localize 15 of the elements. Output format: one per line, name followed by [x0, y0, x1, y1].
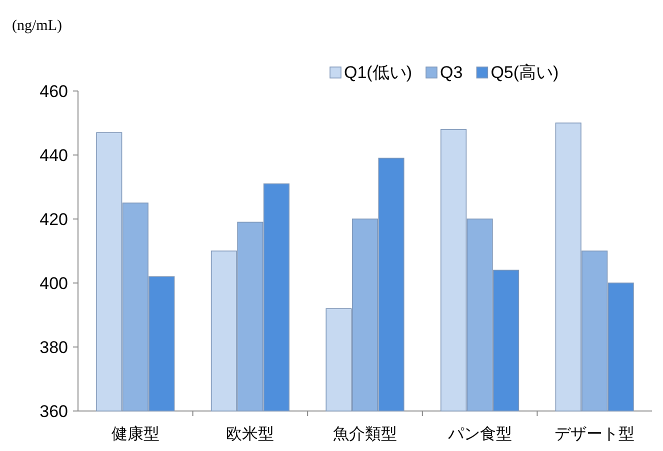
x-tick-label: 魚介類型	[333, 425, 397, 443]
x-tick-label: 欧米型	[226, 425, 274, 443]
y-tick-label: 460	[40, 82, 68, 101]
y-axis-title: (ng/mL)	[12, 18, 62, 34]
y-tick-label: 440	[40, 146, 68, 165]
x-tick-label: 健康型	[111, 425, 160, 443]
y-tick-label: 400	[40, 274, 68, 293]
y-tick-label: 380	[40, 338, 68, 357]
y-tick-label: 360	[40, 402, 68, 421]
legend-label: Q1(低い)	[344, 63, 412, 82]
legend-label: Q3	[440, 63, 463, 82]
legend-label: Q5(高い)	[490, 63, 559, 82]
x-tick-label: パン食型	[446, 425, 512, 443]
y-tick-label: 420	[40, 210, 68, 229]
x-tick-label: デザート型	[554, 426, 635, 443]
